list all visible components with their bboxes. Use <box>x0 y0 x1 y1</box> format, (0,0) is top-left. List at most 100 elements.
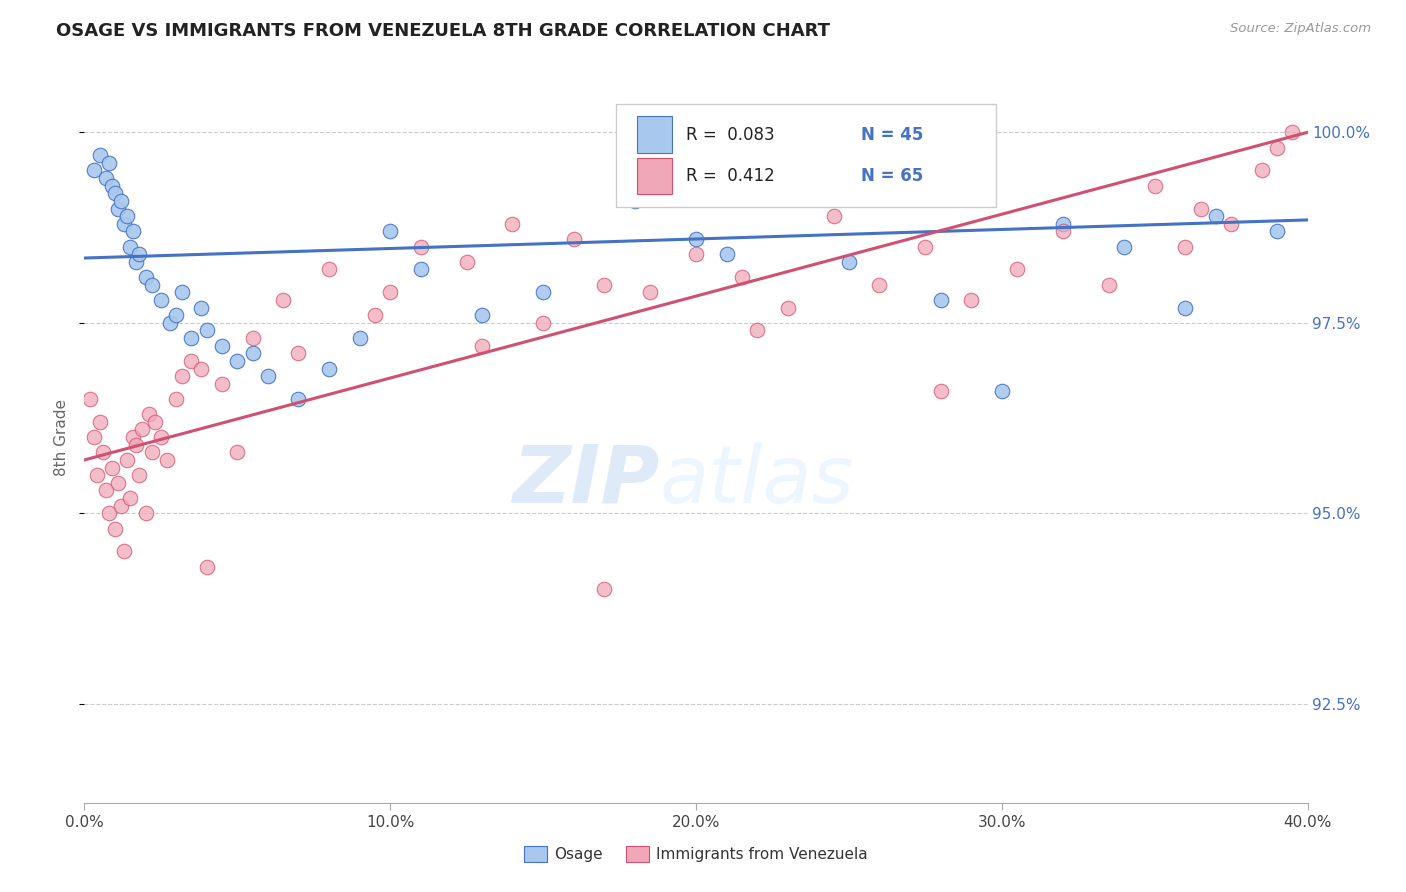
Point <box>97 155 120 169</box>
Point <box>1005 262 1028 277</box>
Point <box>104 522 127 536</box>
Point <box>242 346 264 360</box>
Point <box>364 308 387 322</box>
Point <box>110 499 132 513</box>
Point <box>1052 224 1074 238</box>
Point <box>838 255 860 269</box>
Point <box>180 331 202 345</box>
Point <box>195 559 218 574</box>
Point <box>869 277 891 292</box>
Point <box>349 331 371 345</box>
Point <box>211 376 233 391</box>
Point <box>165 308 187 322</box>
Bar <box>637 117 672 153</box>
Point <box>287 346 309 360</box>
Point <box>190 301 212 315</box>
Point <box>122 430 145 444</box>
Point <box>1265 224 1288 238</box>
Text: OSAGE VS IMMIGRANTS FROM VENEZUELA 8TH GRADE CORRELATION CHART: OSAGE VS IMMIGRANTS FROM VENEZUELA 8TH G… <box>56 22 830 40</box>
Point <box>287 392 309 406</box>
Point <box>271 293 294 307</box>
Text: Source: ZipAtlas.com: Source: ZipAtlas.com <box>1230 22 1371 36</box>
Point <box>226 445 249 459</box>
Point <box>165 392 187 406</box>
Point <box>172 285 194 300</box>
Point <box>226 354 249 368</box>
Point <box>149 430 172 444</box>
Point <box>112 217 135 231</box>
Point <box>172 369 194 384</box>
Point <box>91 445 114 459</box>
Point <box>685 247 707 261</box>
Point <box>593 277 616 292</box>
Point <box>107 475 129 490</box>
Point <box>318 262 340 277</box>
Point <box>110 194 132 208</box>
Point <box>94 171 117 186</box>
Point <box>107 202 129 216</box>
Point <box>143 415 166 429</box>
Point <box>89 415 111 429</box>
Point <box>141 277 163 292</box>
Point <box>716 247 738 261</box>
Point <box>731 270 754 285</box>
Point <box>471 308 494 322</box>
Point <box>929 293 952 307</box>
Point <box>1174 239 1197 253</box>
Point <box>112 544 135 558</box>
Point <box>1220 217 1243 231</box>
Point <box>149 293 172 307</box>
Point <box>89 148 111 162</box>
Point <box>638 285 661 300</box>
FancyBboxPatch shape <box>616 104 995 207</box>
Point <box>1189 202 1212 216</box>
Point <box>190 361 212 376</box>
Point <box>991 384 1014 399</box>
Point <box>122 224 145 238</box>
Point <box>1114 239 1136 253</box>
Point <box>195 323 218 337</box>
Point <box>104 186 127 201</box>
Point <box>120 239 142 253</box>
Point <box>242 331 264 345</box>
Point <box>135 506 157 520</box>
Point <box>120 491 142 505</box>
Point <box>1250 163 1272 178</box>
Point <box>128 468 150 483</box>
Point <box>115 453 138 467</box>
Bar <box>637 158 672 194</box>
Text: R =  0.083: R = 0.083 <box>686 126 775 144</box>
Y-axis label: 8th Grade: 8th Grade <box>53 399 69 475</box>
Point <box>747 323 769 337</box>
Point <box>141 445 163 459</box>
Point <box>180 354 202 368</box>
Point <box>83 430 105 444</box>
Point <box>125 438 148 452</box>
Point <box>128 247 150 261</box>
Point <box>257 369 280 384</box>
Point <box>97 506 120 520</box>
Text: N = 65: N = 65 <box>860 168 924 186</box>
Point <box>125 255 148 269</box>
Point <box>1174 301 1197 315</box>
Point <box>1143 178 1166 193</box>
Point <box>115 209 138 223</box>
Point <box>1281 125 1303 139</box>
Point <box>211 338 233 352</box>
Text: N = 45: N = 45 <box>860 126 924 144</box>
Point <box>456 255 478 269</box>
Point <box>83 163 105 178</box>
Point <box>776 301 799 315</box>
Text: R =  0.412: R = 0.412 <box>686 168 775 186</box>
Legend: Osage, Immigrants from Venezuela: Osage, Immigrants from Venezuela <box>517 840 875 868</box>
Text: ZIP: ZIP <box>512 442 659 520</box>
Point <box>1098 277 1121 292</box>
Point <box>1052 217 1074 231</box>
Point <box>1265 140 1288 154</box>
Point <box>159 316 181 330</box>
Point <box>101 178 124 193</box>
Point <box>502 217 524 231</box>
Point <box>914 239 936 253</box>
Point <box>318 361 340 376</box>
Point <box>138 407 160 421</box>
